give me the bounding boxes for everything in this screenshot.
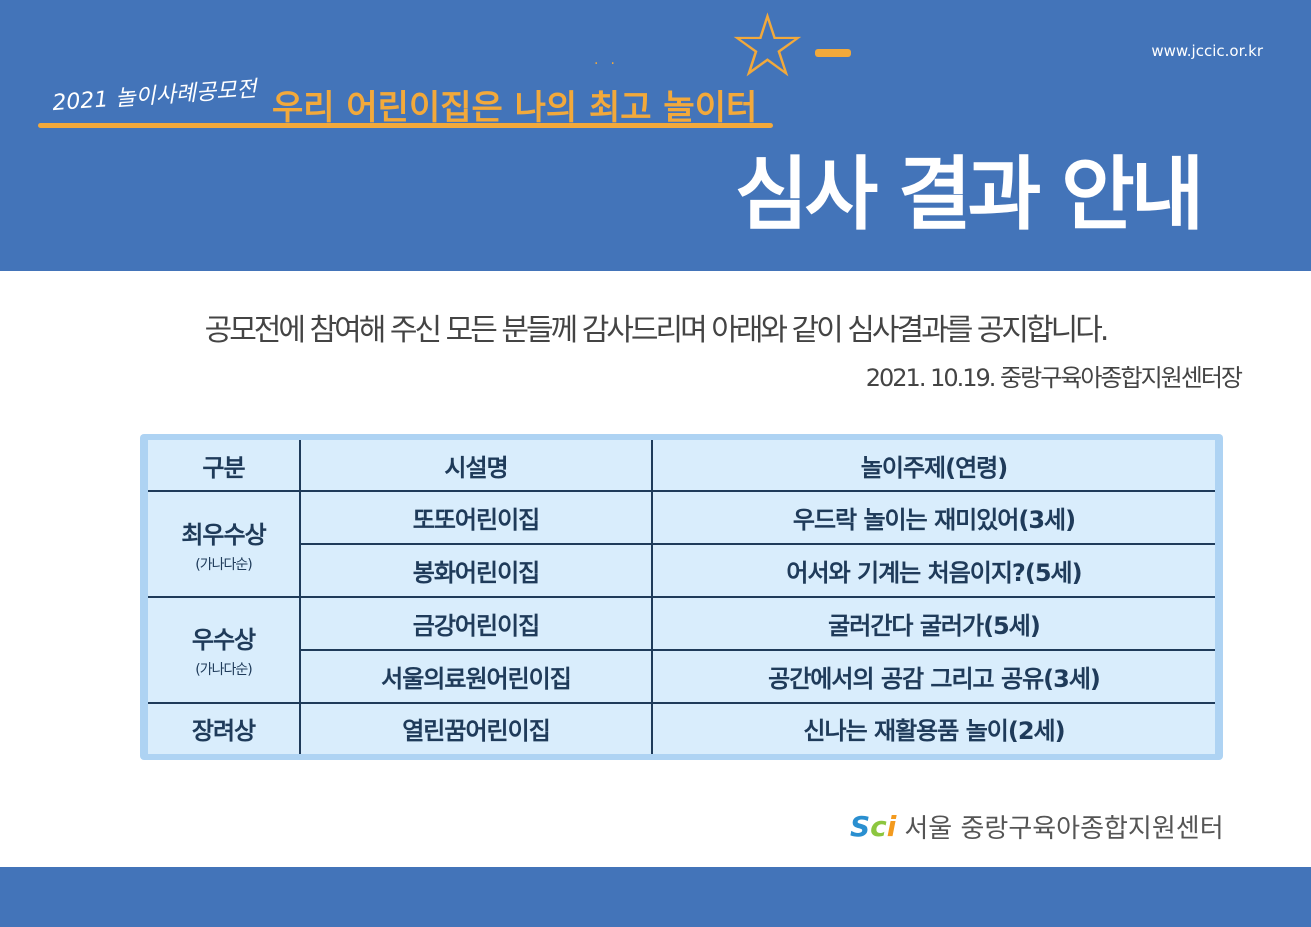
table-row: 봉화어린이집 어서와 기계는 처음이지?(5세) (148, 543, 1215, 598)
table-row: 우수상 (가나다순) 금강어린이집 굴러간다 굴러가(5세) (148, 595, 1215, 704)
footer-bar (0, 867, 1311, 927)
award-cell: 우수상 (가나다순) (148, 595, 301, 704)
award-cell: 장려상 (148, 701, 301, 754)
topic-cell: 우드락 놀이는 재미있어(3세) (651, 490, 1215, 546)
header-banner: www.jccic.or.kr ·· ☆ 2021 놀이사례공모전 우리 어린이… (0, 0, 1311, 271)
header-topic: 놀이주제(연령) (651, 440, 1215, 493)
table-row: 최우수상 (가나다순) 또또어린이집 우드락 놀이는 재미있어(3세) (148, 490, 1215, 598)
table-row: 서울의료원어린이집 공간에서의 공감 그리고 공유(3세) (148, 648, 1215, 704)
decorative-dots: ·· (594, 56, 627, 72)
table-header-row: 구분 시설명 놀이주제(연령) (148, 440, 1215, 493)
award-cell: 최우수상 (가나다순) (148, 490, 301, 598)
results-table: 구분 시설명 놀이주제(연령) 최우수상 (가나다순) 또또어린이집 우드락 놀이… (140, 434, 1223, 760)
contest-subtitle: 2021 놀이사례공모전 (51, 76, 258, 117)
facility-cell: 금강어린이집 (299, 595, 653, 651)
slogan-underline (38, 123, 773, 128)
center-name: 서울 중랑구육아종합지원센터 (904, 814, 1224, 844)
header-facility: 시설명 (299, 440, 653, 493)
slogan: 우리 어린이집은 나의 최고 놀이터 (272, 88, 758, 128)
facility-cell: 봉화어린이집 (300, 543, 653, 598)
website-url: www.jccic.or.kr (1151, 42, 1263, 60)
center-logo: Sci 서울 중랑구육아종합지원센터 (850, 808, 1224, 845)
decorative-dash (815, 49, 851, 57)
table-row: 장려상 열린꿈어린이집 신나는 재활용품 놀이(2세) (148, 701, 1215, 754)
facility-cell: 또또어린이집 (299, 490, 653, 546)
header-category: 구분 (148, 440, 301, 493)
facility-cell: 열린꿈어린이집 (299, 701, 653, 754)
award-note: (가나다순) (195, 662, 252, 679)
topic-cell: 신나는 재활용품 놀이(2세) (651, 701, 1215, 754)
star-icon: ☆ (728, 0, 807, 97)
award-label: 우수상 (191, 626, 256, 655)
notice-text: 공모전에 참여해 주신 모든 분들께 감사드리며 아래와 같이 심사결과를 공지… (204, 313, 1110, 348)
award-label: 최우수상 (181, 520, 266, 549)
date-signature: 2021. 10.19. 중랑구육아종합지원센터장 (865, 364, 1243, 392)
page-title: 심사 결과 안내 (735, 148, 1204, 241)
topic-cell: 공간에서의 공감 그리고 공유(3세) (651, 648, 1215, 704)
topic-cell: 어서와 기계는 처음이지?(5세) (651, 543, 1215, 598)
sci-logo-icon: Sci (850, 810, 897, 843)
facility-cell: 서울의료원어린이집 (300, 648, 653, 704)
award-note: (가나다순) (195, 556, 252, 573)
topic-cell: 굴러간다 굴러가(5세) (651, 595, 1215, 651)
